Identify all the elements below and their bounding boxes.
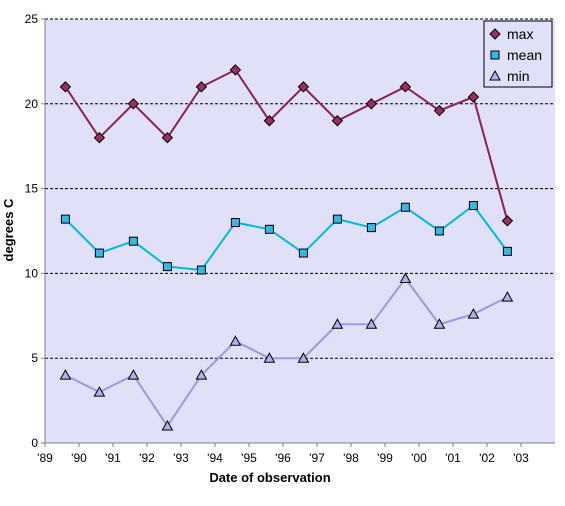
legend-label-min: min: [507, 68, 530, 84]
data-point-min: [161, 420, 174, 431]
series-group: [59, 64, 514, 431]
data-point-max: [297, 81, 310, 93]
data-point-max: [195, 81, 208, 93]
x-tick-label: '91: [105, 451, 121, 465]
data-point-mean: [264, 224, 274, 234]
legend-marker-mean: [490, 50, 500, 60]
data-point-max: [467, 91, 480, 103]
data-point-min: [365, 318, 378, 329]
x-tick-label: '99: [377, 451, 393, 465]
data-point-mean: [400, 202, 410, 212]
data-point-mean: [60, 214, 70, 224]
x-tick-label: '03: [513, 451, 529, 465]
x-tick-label: '98: [343, 451, 359, 465]
y-tick-label: 5: [31, 351, 38, 365]
series-line-min: [64, 276, 508, 428]
data-point-mean: [298, 248, 308, 258]
data-point-max: [93, 132, 106, 144]
data-point-max: [331, 115, 344, 127]
data-point-max: [365, 98, 378, 110]
series-line-mean: [64, 204, 509, 272]
data-point-max: [501, 215, 514, 227]
y-tick-label: 15: [25, 182, 39, 196]
data-point-mean: [94, 248, 104, 258]
data-point-min: [93, 386, 106, 397]
series-max: [59, 64, 514, 227]
y-axis-title: degrees C: [1, 198, 16, 261]
data-point-max: [433, 104, 446, 117]
data-point-max: [161, 132, 174, 144]
x-tick-label: '01: [445, 451, 461, 465]
legend-label-max: max: [507, 26, 533, 42]
data-point-min: [59, 369, 72, 380]
data-point-min: [297, 352, 310, 363]
data-point-min: [229, 335, 242, 346]
data-point-mean: [434, 226, 444, 236]
data-point-max: [399, 81, 412, 93]
y-tick-label: 25: [25, 12, 39, 26]
data-point-max: [59, 81, 72, 93]
x-axis-ticks: '89 '90 '91 '92 '93 '94 '95 '96 '97 '98 '99 '00 '01 '…: [37, 443, 529, 465]
data-point-mean: [502, 246, 512, 256]
series-line-max: [64, 68, 509, 222]
data-point-mean: [128, 236, 138, 246]
x-axis-title: Date of observation: [209, 470, 330, 485]
series-min: [59, 272, 514, 431]
legend-marker-min: [489, 69, 501, 81]
data-point-min: [195, 369, 208, 380]
x-tick-label: '96: [275, 451, 291, 465]
data-point-mean: [230, 218, 240, 228]
data-point-min: [127, 369, 140, 380]
x-tick-label: '95: [241, 451, 257, 465]
x-tick-label: '93: [173, 451, 189, 465]
data-point-mean: [332, 214, 342, 224]
y-tick-label: 10: [25, 266, 39, 280]
x-tick-label: '90: [71, 451, 87, 465]
data-point-max: [127, 98, 140, 110]
x-tick-label: '89: [37, 451, 53, 465]
x-tick-label: '92: [139, 451, 155, 465]
y-tick-label: 0: [31, 436, 38, 450]
x-tick-label: '94: [207, 451, 223, 465]
data-point-min: [263, 352, 276, 363]
data-point-mean: [162, 262, 172, 272]
plot-area: [45, 19, 555, 443]
series-mean: [60, 201, 512, 275]
data-point-max: [263, 115, 276, 127]
y-axis-ticks: 0 5 10 15 20 25: [25, 12, 45, 450]
legend-label-mean: mean: [507, 47, 542, 63]
y-tick-label: 20: [25, 97, 39, 111]
data-point-min: [331, 318, 344, 329]
data-point-mean: [196, 265, 206, 275]
data-point-mean: [468, 201, 478, 211]
data-point-min: [399, 272, 412, 283]
data-point-max: [229, 64, 242, 76]
data-point-min: [433, 318, 446, 329]
x-tick-label: '02: [479, 451, 495, 465]
data-point-mean: [366, 223, 376, 233]
data-point-min: [467, 308, 480, 319]
x-tick-label: '00: [411, 451, 427, 465]
data-point-min: [501, 291, 514, 302]
legend-marker-max: [489, 28, 501, 40]
legend: max mean min: [483, 20, 553, 88]
x-tick-label: '97: [309, 451, 325, 465]
